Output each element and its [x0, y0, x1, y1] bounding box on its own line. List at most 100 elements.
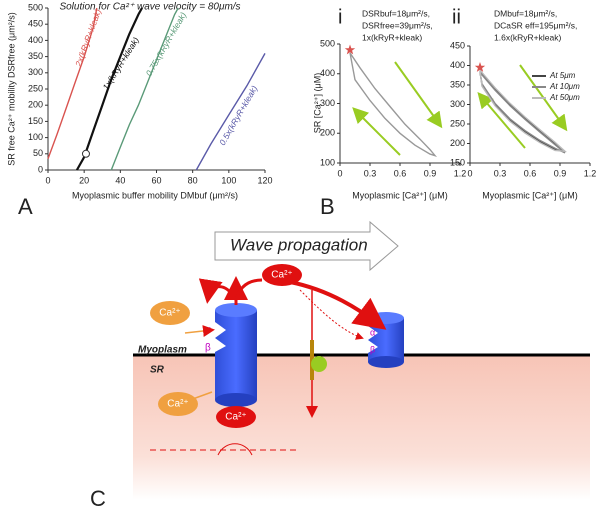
marker: [474, 62, 486, 72]
channel-notch: [368, 326, 378, 353]
ca-ion: [262, 264, 302, 286]
annotation: DMbuf=18μm²/s,: [494, 8, 557, 18]
x-tick-label: 0.3: [494, 168, 507, 178]
y-tick-label: 400: [450, 60, 465, 70]
x-tick-label: 40: [115, 175, 125, 185]
annotation: DSRbuf=18μm²/s,: [362, 8, 430, 18]
annotation: DSRfree=39μm²/s,: [362, 20, 433, 30]
sr-label: SR: [150, 365, 165, 376]
diagram: Wave propagation Myoplasm SR α β α β Ca²…: [90, 220, 590, 511]
ca-label: Ca²⁺: [159, 308, 180, 319]
ca-label: Ca²⁺: [271, 270, 292, 281]
series-line: [479, 69, 568, 153]
x-tick-label: 80: [188, 175, 198, 185]
y-tick-label: 250: [450, 118, 465, 128]
y-tick-label: 450: [450, 40, 465, 50]
y-tick-label: 500: [320, 38, 335, 48]
y-tick-label: 200: [28, 100, 43, 110]
marker: [81, 149, 90, 158]
y-tick-label: 250: [28, 83, 43, 93]
legend-label: At 5μm: [549, 71, 576, 80]
x-tick-label: 120: [257, 175, 272, 185]
series-line: [349, 52, 438, 157]
site-label: β: [205, 343, 211, 354]
x-tick-label: 0.9: [554, 168, 567, 178]
diffusion-arrow: [289, 280, 387, 330]
diffusion-arrow: [299, 289, 364, 340]
y-axis-label: SR [Ca²⁺] (μM): [312, 73, 322, 133]
y-tick-label: 400: [28, 35, 43, 45]
panel-label: C: [90, 486, 106, 511]
x-axis-label: Myoplasmic [Ca²⁺] (μM): [482, 190, 577, 200]
x-tick-label: 0.6: [524, 168, 537, 178]
ca-label: Ca²⁺: [225, 412, 246, 423]
panel-label: i: [338, 6, 342, 28]
direction-arrow: [394, 61, 443, 129]
x-tick-label: 1.2: [454, 168, 467, 178]
y-tick-label: 300: [450, 99, 465, 109]
direction-arrow: [352, 107, 401, 156]
y-tick-label: 350: [28, 51, 43, 61]
y-tick-label: 350: [450, 79, 465, 89]
x-axis-label: Myoplasmic [Ca²⁺] (μM): [352, 190, 447, 200]
y-tick-label: 450: [28, 19, 43, 29]
y-tick-label: 500: [28, 2, 43, 12]
y-tick-label: 300: [28, 67, 43, 77]
x-tick-label: 20: [79, 175, 89, 185]
series-label: 1x(kRyR+kleak): [101, 35, 141, 92]
series-line: [195, 53, 266, 171]
ca-ion: [216, 406, 256, 428]
y-tick-label: 100: [28, 132, 43, 142]
x-tick-label: 0.9: [424, 168, 437, 178]
y-tick-label: 400: [320, 68, 335, 78]
direction-arrow: [519, 64, 568, 132]
propagation-arrow: [214, 220, 399, 272]
y-tick-label: 50: [33, 148, 43, 158]
series-line: [110, 7, 179, 171]
pump: [310, 340, 314, 380]
x-tick-label: 100: [221, 175, 236, 185]
x-tick-label: 60: [151, 175, 161, 185]
channel: [368, 318, 404, 362]
sr-flux: [217, 443, 253, 456]
legend-label: At 50μm: [549, 93, 580, 102]
y-tick-label: 150: [450, 157, 465, 167]
channel-bottom: [215, 393, 257, 407]
series-label: 0.5x(kRyR+kleak): [217, 84, 259, 147]
x-tick-label: 0.3: [364, 168, 377, 178]
channel-bottom: [368, 356, 404, 368]
panel-label: ii: [452, 6, 461, 28]
annotation: 1.6x(kRyR+kleak): [494, 32, 561, 42]
release-arrow: [234, 278, 263, 301]
ca-label: Ca²⁺: [167, 399, 188, 410]
panel-label: B: [320, 194, 335, 219]
x-tick-label: 0: [45, 175, 50, 185]
x-tick-label: 1.2: [584, 168, 597, 178]
sr-region: [133, 355, 590, 500]
myoplasm-label: Myoplasm: [138, 345, 187, 356]
ca-ion: [158, 392, 198, 416]
x-axis-label: Myoplasmic buffer mobility DMbuf (μm²/s): [72, 190, 238, 200]
series-line: [75, 7, 143, 171]
arrow-label: Wave propagation: [230, 235, 368, 254]
series-line: [47, 7, 98, 159]
x-tick-label: 0: [467, 168, 472, 178]
y-axis-label: SR free Ca²⁺ mobility DSRfree (μm²/s): [6, 12, 16, 165]
channel-top: [215, 303, 257, 317]
annotation: 1x(kRyR+kleak): [362, 32, 422, 42]
site-label: α: [370, 327, 375, 337]
marker: [344, 44, 356, 55]
site-label: β: [370, 344, 375, 354]
y-tick-label: 100: [320, 157, 335, 167]
channel-notch: [215, 322, 226, 352]
series-label: 2x(kRyR+kleak): [73, 8, 103, 69]
y-tick-label: 0: [38, 164, 43, 174]
release-arrow: [198, 278, 238, 304]
y-tick-label: 150: [28, 116, 43, 126]
channel: [215, 310, 257, 400]
pump-head: [311, 356, 327, 372]
y-tick-label: 200: [320, 128, 335, 138]
chart-title: Solution for Ca²⁺ wave velocity = 80μm/s: [59, 2, 240, 13]
ca-ion: [150, 301, 190, 325]
